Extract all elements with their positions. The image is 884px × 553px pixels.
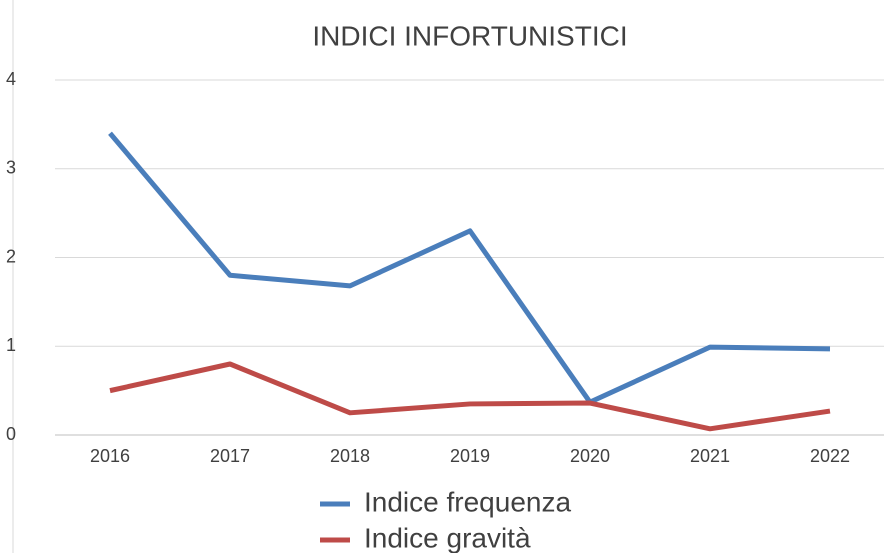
x-tick-label: 2017: [210, 446, 250, 466]
y-tick-label: 1: [6, 335, 16, 355]
x-tick-label: 2021: [690, 446, 730, 466]
legend-label: Indice gravità: [364, 522, 531, 553]
x-tick-label: 2019: [450, 446, 490, 466]
x-tick-label: 2022: [810, 446, 850, 466]
x-tick-label: 2018: [330, 446, 370, 466]
y-tick-label: 2: [6, 246, 16, 266]
x-tick-label: 2020: [570, 446, 610, 466]
y-tick-label: 0: [6, 424, 16, 444]
x-tick-label: 2016: [90, 446, 130, 466]
data-line: [108, 131, 831, 405]
data-line: [109, 361, 831, 432]
y-tick-label: 4: [6, 69, 16, 89]
chart-title: INDICI INFORTUNISTICI: [312, 20, 627, 51]
y-tick-label: 3: [6, 158, 16, 178]
legend-label: Indice frequenza: [364, 486, 571, 517]
